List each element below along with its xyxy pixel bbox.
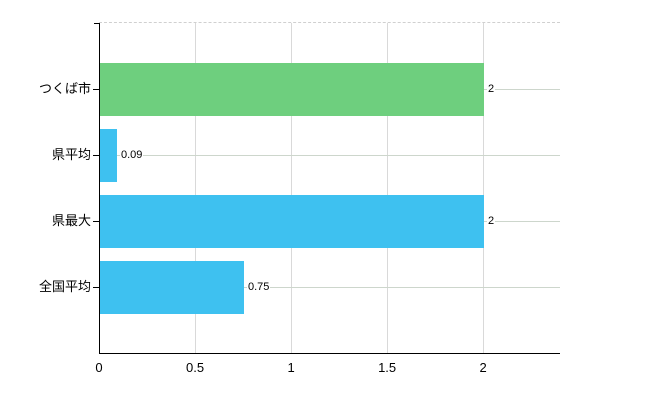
- category-label: 全国平均: [38, 279, 91, 294]
- x-tick-label: 1.5: [378, 360, 397, 375]
- gridline-horizontal: [100, 287, 560, 288]
- bar: [100, 128, 117, 182]
- category-label: つくば市: [38, 81, 91, 96]
- bar-value-label: 2: [487, 83, 496, 95]
- gridline-vertical: [291, 23, 293, 353]
- bar: [100, 62, 484, 116]
- bar-value-label: 0.75: [247, 281, 271, 293]
- x-tick-label: 2: [479, 360, 487, 375]
- bar: [100, 260, 244, 314]
- category-tick: [93, 155, 99, 156]
- gridline-vertical: [195, 23, 197, 353]
- x-tick-label: 1: [287, 360, 295, 375]
- x-tick-label: 0: [95, 360, 103, 375]
- bar-value-label: 2: [487, 215, 496, 227]
- bar: [100, 194, 484, 248]
- category-tick: [93, 89, 99, 90]
- category-tick: [93, 287, 99, 288]
- y-axis-top-tick: [94, 23, 99, 24]
- y-axis: [99, 23, 100, 354]
- plot-top-border: [99, 22, 560, 23]
- gridline-horizontal: [100, 155, 560, 156]
- gridline-vertical: [387, 23, 389, 353]
- category-label: 県最大: [51, 213, 91, 228]
- gridline-vertical: [483, 23, 485, 353]
- category-tick: [93, 221, 99, 222]
- x-axis: [99, 353, 560, 354]
- bar-value-label: 0.09: [120, 149, 144, 161]
- x-tick-label: 0.5: [185, 360, 205, 375]
- category-label: 県平均: [51, 147, 91, 162]
